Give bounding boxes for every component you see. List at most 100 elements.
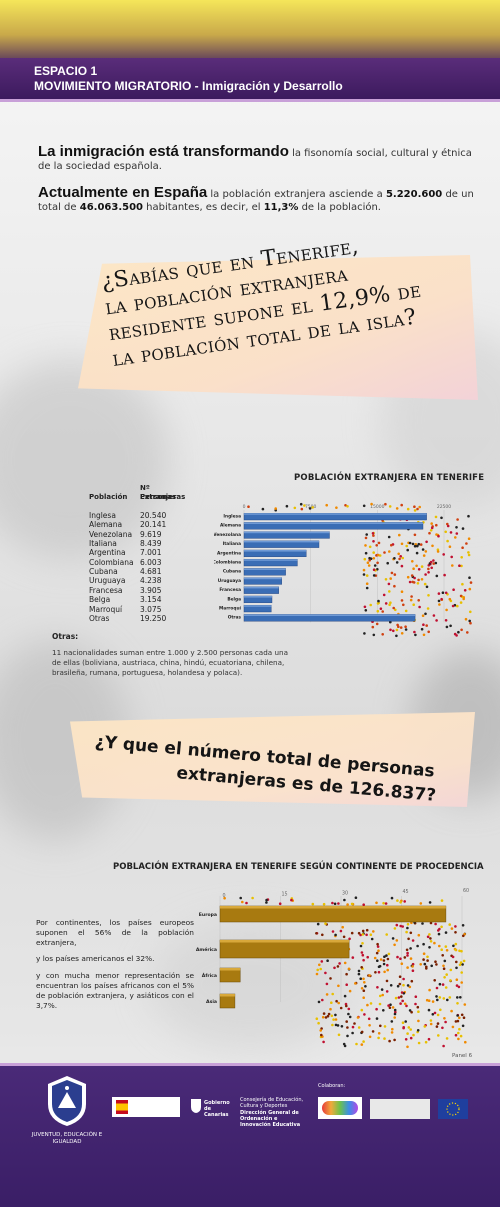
crowd-figure-icon <box>469 581 473 584</box>
crowd-figure-icon <box>371 532 375 535</box>
crowd-figure-icon <box>454 1020 458 1023</box>
bar-highlight <box>244 586 279 589</box>
crowd-figure-icon <box>426 607 430 610</box>
crowd-figure-icon <box>461 582 464 586</box>
crowd-figure-icon <box>422 952 426 955</box>
crowd-figure-icon <box>469 610 472 614</box>
crowd-figure-icon <box>456 518 459 521</box>
crowd-figure-icon <box>414 995 418 998</box>
crowd-figure-icon <box>460 1013 464 1017</box>
bar-highlight <box>244 531 330 534</box>
chart1-nationality-bars: 0 7500 15000 22500 Inglesa Alemana Venezolana I… <box>214 502 473 638</box>
crowd-figure-icon <box>365 574 369 577</box>
category-label: Otras <box>228 615 242 621</box>
crowd-figure-icon <box>398 975 402 978</box>
crowd-figure-icon <box>410 574 414 577</box>
crowd-figure-icon <box>376 945 380 948</box>
crowd-figure-icon <box>429 940 433 943</box>
crowd-figure-icon <box>393 573 397 576</box>
crowd-figure-icon <box>467 537 471 540</box>
crowd-figure-icon <box>430 522 433 525</box>
category-label: Colombiana <box>214 560 241 566</box>
crowd-figure-icon <box>422 942 425 946</box>
crowd-figure-icon <box>446 524 450 528</box>
crowd-figure-icon <box>429 529 433 532</box>
crowd-figure-icon <box>432 562 435 565</box>
crowd-figure-icon <box>362 504 366 508</box>
table-cell-count: 19.250 <box>140 613 167 623</box>
crowd-figure-icon <box>413 576 416 580</box>
crowd-figure-icon <box>408 580 412 584</box>
crowd-figure-icon <box>384 578 388 581</box>
crowd-figure-icon <box>363 1013 366 1016</box>
crowd-figure-icon <box>400 503 403 507</box>
crowd-figure-icon <box>429 921 433 925</box>
intro-text-2a: la población extranjera asciende a <box>207 189 386 200</box>
crowd-figure-icon <box>362 996 365 999</box>
crowd-figure-icon <box>339 929 343 933</box>
crowd-figure-icon <box>402 603 405 607</box>
crowd-figure-icon <box>365 582 369 585</box>
crowd-figure-icon <box>424 550 428 553</box>
crowd-figure-icon <box>364 985 367 988</box>
crowd-figure-icon <box>409 947 412 950</box>
crowd-figure-icon <box>377 599 380 603</box>
foreign-population-total: 5.220.600 <box>385 189 443 200</box>
crowd-figure-icon <box>427 1037 431 1041</box>
crowd-figure-icon <box>412 603 415 606</box>
crowd-figure-icon <box>331 992 334 996</box>
crowd-figure-icon <box>419 543 423 546</box>
crowd-figure-icon <box>438 603 441 606</box>
crowd-figure-icon <box>463 589 467 592</box>
crowd-figure-icon <box>383 955 386 958</box>
crowd-figure-icon <box>351 1025 355 1029</box>
crowd-figure-icon <box>427 999 431 1002</box>
table-cell-count: 4.681 <box>140 567 162 577</box>
crowd-figure-icon <box>395 923 399 927</box>
crowd-figure-icon <box>376 942 379 946</box>
crowd-figure-icon <box>458 1016 461 1020</box>
category-label: Venezolana <box>214 532 241 538</box>
crowd-figure-icon <box>413 505 416 508</box>
crowd-figure-icon <box>385 990 389 993</box>
crowd-figure-icon <box>460 971 464 974</box>
crowd-figure-icon <box>425 540 428 544</box>
crowd-figure-icon <box>458 949 461 953</box>
crowd-figure-icon <box>460 628 463 632</box>
crowd-figure-icon <box>455 960 458 964</box>
crowd-figure-icon <box>385 933 388 936</box>
crowd-figure-icon <box>455 532 459 535</box>
crowd-figure-icon <box>386 957 390 961</box>
crowd-figure-icon <box>426 959 429 962</box>
crowd-figure-icon <box>455 526 458 529</box>
crowd-figure-icon <box>384 602 388 605</box>
crowd-figure-icon <box>393 1008 397 1012</box>
crowd-figure-icon <box>460 981 464 984</box>
crowd-figure-icon <box>432 614 436 617</box>
crowd-figure-icon <box>400 995 403 998</box>
crowd-figure-icon <box>409 1036 413 1040</box>
crowd-figure-icon <box>422 554 426 557</box>
category-label: Marroquí <box>219 605 242 612</box>
crowd-figure-icon <box>372 574 376 577</box>
table-cell-nationality: Cubana <box>89 567 118 577</box>
crowd-figure-icon <box>315 932 318 935</box>
crowd-figure-icon <box>350 931 354 935</box>
crowd-figure-icon <box>300 507 304 511</box>
crowd-figure-icon <box>362 989 366 992</box>
crowd-figure-icon <box>392 606 395 610</box>
crowd-figure-icon <box>402 977 405 981</box>
crowd-figure-icon <box>285 504 289 508</box>
crowd-figure-icon <box>442 997 446 1000</box>
direccion-general-label: Dirección General de Ordenación e Innova… <box>240 1110 301 1128</box>
crowd-figure-icon <box>388 1039 391 1043</box>
crowd-figure-icon <box>383 1037 386 1040</box>
crowd-figure-icon <box>368 556 371 560</box>
table-cell-count: 8.439 <box>140 539 162 549</box>
crowd-figure-icon <box>404 625 407 628</box>
table-row: Belga 3.154 <box>89 595 209 604</box>
crowd-figure-icon <box>381 993 384 997</box>
table-cell-nationality: Alemana <box>89 520 123 530</box>
continent-description: Por continentes, los países europeos sup… <box>36 918 194 1017</box>
crowd-figure-icon <box>396 899 399 902</box>
